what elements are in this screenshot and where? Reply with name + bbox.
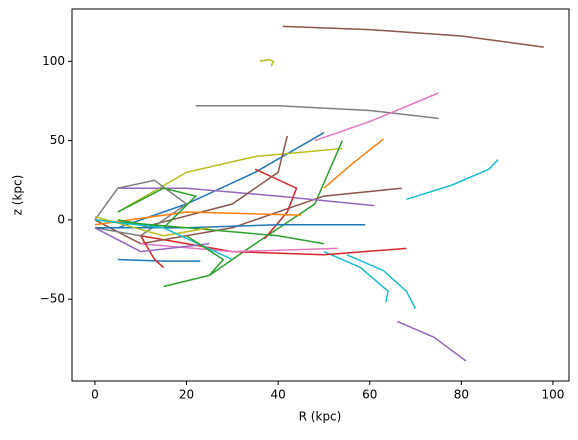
orbit-line	[117, 258, 201, 262]
plot-frame	[71, 8, 570, 382]
orbit-line	[323, 138, 384, 189]
orbit-line	[406, 159, 499, 201]
x-axis-label: R (kpc)	[299, 410, 342, 424]
orbit-line	[94, 187, 402, 245]
orbit-line	[163, 140, 343, 288]
y-tick-label: 100	[42, 54, 65, 68]
orbit-line	[140, 235, 407, 256]
y-tick-label: 0	[57, 212, 65, 226]
orbit-line	[259, 58, 275, 67]
orbit-line	[117, 147, 343, 213]
x-tick-label: 40	[270, 388, 285, 402]
orbit-line	[323, 250, 389, 303]
orbit-line	[94, 223, 366, 229]
orbit-line	[396, 320, 467, 362]
orbit-line	[195, 104, 439, 120]
orbit-line	[117, 187, 375, 207]
x-tick-label: 80	[454, 388, 469, 402]
orbit-line	[94, 227, 210, 253]
y-tick-label: −50	[40, 292, 65, 306]
y-tick-label: 50	[50, 133, 65, 147]
orbit-line	[282, 25, 544, 48]
x-tick-label: 0	[91, 388, 99, 402]
orbit-line	[140, 135, 289, 229]
orbit-line	[254, 168, 298, 240]
orbit-line	[140, 242, 338, 253]
x-tick-label: 20	[179, 388, 194, 402]
orbit-line	[94, 219, 233, 261]
y-axis-label: z (kpc)	[11, 175, 25, 216]
orbit-line	[140, 235, 165, 269]
orbit-line	[314, 92, 439, 142]
x-tick-label: 100	[542, 388, 565, 402]
orbit-line	[186, 235, 225, 276]
orbit-line	[117, 132, 325, 229]
orbit-line	[117, 187, 198, 229]
orbit-line	[346, 254, 417, 310]
orbit-line	[94, 179, 188, 237]
x-tick-label: 60	[362, 388, 377, 402]
